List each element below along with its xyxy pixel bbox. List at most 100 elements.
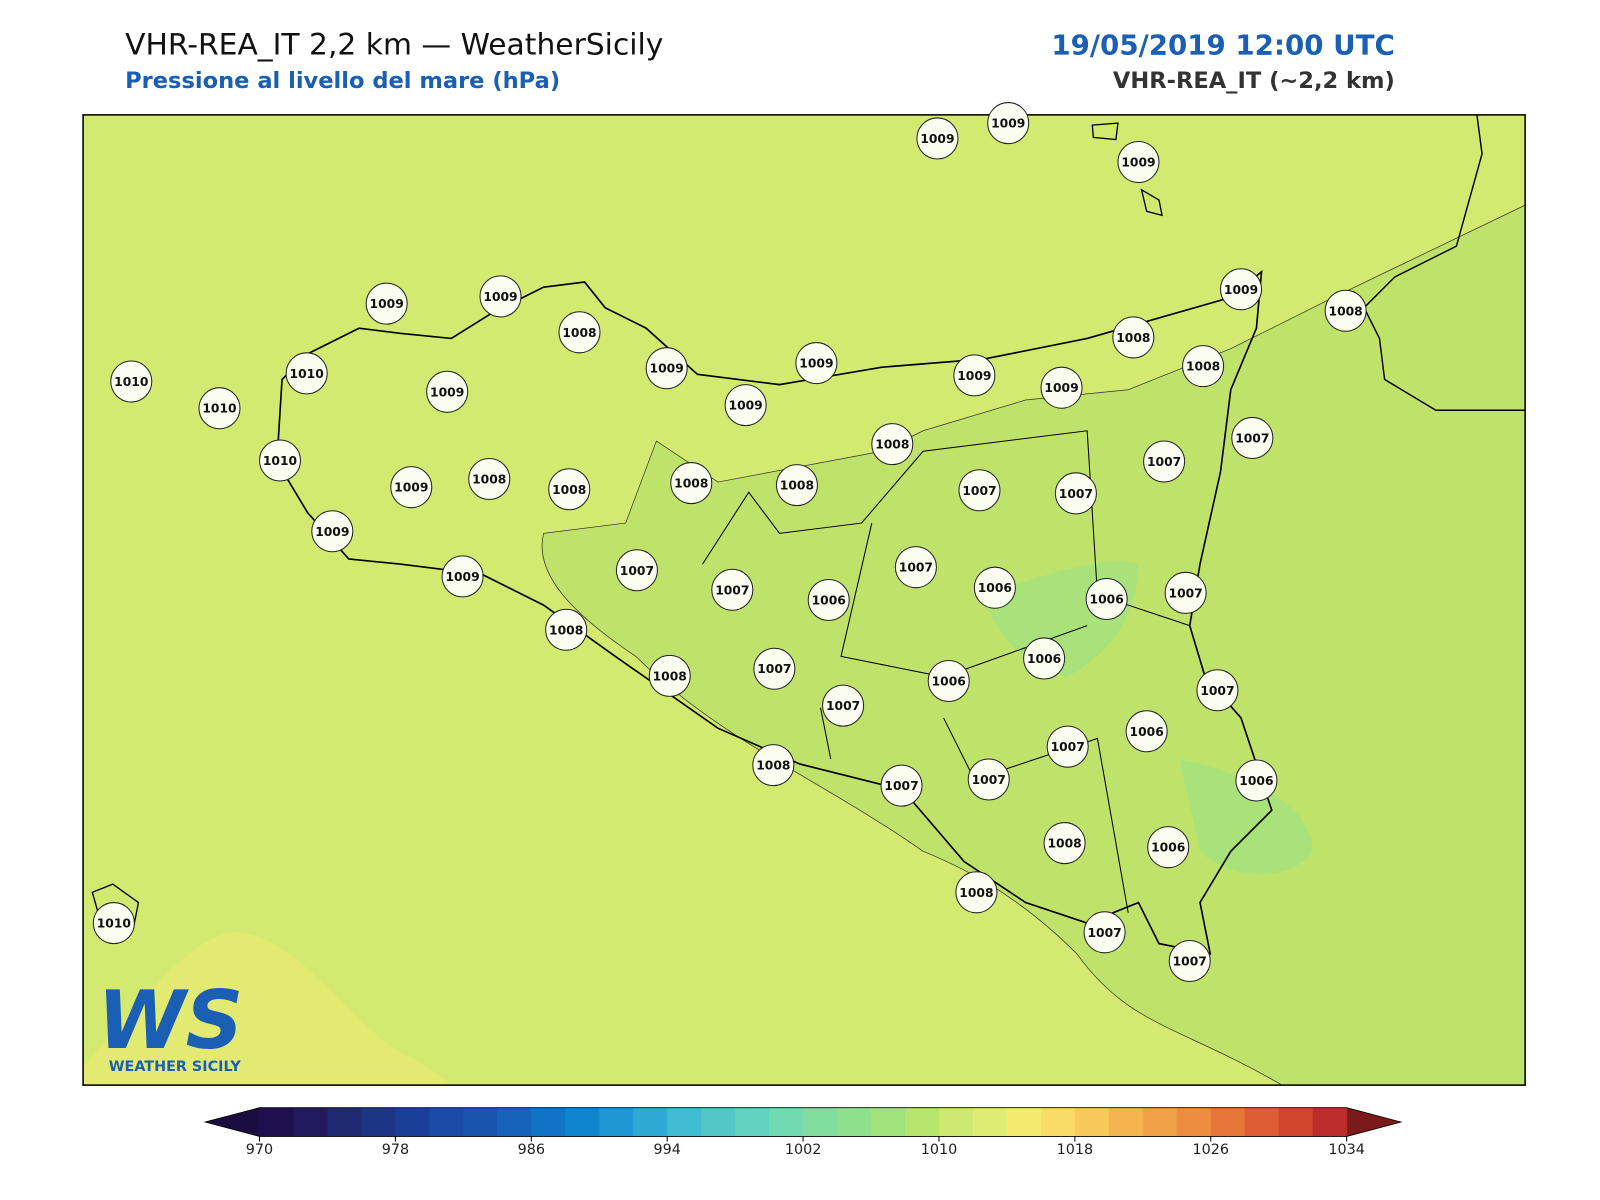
station-value: 1009 (991, 117, 1025, 131)
model: VHR-REA_IT (~2,2 km) (1113, 68, 1395, 94)
station-value: 1008 (552, 483, 586, 497)
station-marker (1046, 725, 1089, 768)
station-marker (198, 387, 241, 430)
station-value: 1009 (394, 481, 428, 495)
station-value: 1008 (472, 473, 506, 487)
station-value: 1009 (1224, 283, 1258, 297)
station-marker (916, 117, 959, 160)
field-1006 (984, 561, 1313, 875)
colorbar-bin (497, 1107, 532, 1137)
station-value: 1009 (370, 297, 404, 311)
station-marker (1125, 710, 1168, 753)
station-value: 1008 (674, 477, 708, 491)
station-marker (752, 744, 795, 787)
sicily-coast (276, 269, 1273, 955)
station-marker (441, 555, 484, 598)
date: 19/05/2019 12:00 UTC (1051, 28, 1394, 61)
station-value: 1009 (483, 290, 517, 304)
station-value: 1008 (756, 759, 790, 773)
colorbar-tick-label: 986 (518, 1142, 545, 1158)
colorbar-tick-label: 1010 (921, 1142, 958, 1158)
colorbar-bin (327, 1107, 362, 1137)
station-value: 1007 (715, 583, 749, 597)
colorbar: 970 978 986 994 1002 1010 1018 1026 1034 (203, 1107, 1403, 1158)
station-marker (1196, 669, 1239, 712)
colorbar-bin (871, 1107, 906, 1137)
station-marker (1112, 316, 1155, 359)
station-marker (1043, 822, 1086, 865)
station-value: 1010 (114, 375, 148, 389)
station-marker (775, 464, 818, 507)
colorbar-bin (803, 1107, 838, 1137)
colorbar-bin (1040, 1107, 1076, 1137)
colorbar-bin (463, 1107, 498, 1137)
station-marker (645, 347, 688, 390)
colorbar-bin (1176, 1107, 1212, 1137)
colorbar-bin (667, 1107, 702, 1137)
colorbar-tick-label: 970 (246, 1142, 273, 1158)
colorbar-bin (1108, 1107, 1144, 1137)
stations: 1009 1009 1009 1009 1009 1008 1009 1009 1009 1010… (92, 102, 1367, 983)
station-value: 1006 (932, 675, 966, 689)
station-value: 1007 (1173, 955, 1207, 969)
station-value: 1009 (957, 369, 991, 383)
station-value: 1007 (1200, 684, 1234, 698)
station-value: 1010 (97, 917, 131, 931)
station-marker (615, 549, 658, 592)
station-value: 1009 (430, 385, 464, 399)
station-marker (110, 360, 153, 403)
colorbar-bin (837, 1107, 872, 1137)
station-marker (1117, 141, 1160, 184)
station-marker (987, 102, 1030, 145)
station-value: 1009 (729, 399, 763, 413)
station-value: 1009 (1121, 156, 1155, 170)
station-marker (1083, 911, 1126, 954)
colorbar-bin (395, 1107, 430, 1137)
station-value: 1009 (315, 525, 349, 539)
station-marker (670, 462, 713, 505)
colorbar-bin (735, 1107, 770, 1137)
colorbar-tick-label: 994 (653, 1142, 680, 1158)
station-marker (894, 546, 937, 589)
colorbar-bin (1312, 1107, 1348, 1137)
colorbar-bin (1142, 1107, 1178, 1137)
station-value: 1008 (562, 326, 596, 340)
province-borders (702, 430, 1190, 913)
station-marker (711, 568, 754, 611)
station-value: 1008 (1329, 304, 1363, 318)
station-value: 1007 (1059, 487, 1093, 501)
station-value: 1006 (812, 594, 846, 608)
station-marker (1085, 577, 1128, 620)
station-value: 1007 (1169, 586, 1203, 600)
colorbar-under (205, 1107, 260, 1137)
station-value: 1008 (959, 886, 993, 900)
station-value: 1007 (826, 699, 860, 713)
station-value: 1007 (620, 564, 654, 578)
station-value: 1006 (1090, 593, 1124, 607)
station-value: 1006 (1027, 652, 1061, 666)
station-value: 1009 (1044, 381, 1078, 395)
station-marker (1143, 440, 1186, 483)
station-marker (955, 871, 998, 914)
station-value: 1010 (202, 402, 236, 416)
logo-initials: WS (97, 974, 243, 1067)
station-value: 1008 (780, 479, 814, 493)
station-marker (1219, 268, 1263, 311)
colorbar-bin (429, 1107, 464, 1137)
station-value: 1007 (1051, 740, 1085, 754)
station-marker (426, 370, 469, 413)
colorbar-bin (293, 1107, 328, 1137)
station-marker (285, 352, 328, 395)
station-value: 1007 (1147, 455, 1181, 469)
colorbar-tick-label: 1002 (785, 1142, 822, 1158)
station-marker (724, 384, 767, 427)
station-value: 1008 (653, 669, 687, 683)
station-marker (927, 660, 970, 703)
station-value: 1009 (799, 357, 833, 371)
colorbar-bin (938, 1107, 974, 1137)
station-marker (390, 466, 433, 509)
map-area (83, 114, 1526, 1086)
station-value: 1007 (899, 561, 933, 575)
colorbar-bin (1278, 1107, 1314, 1137)
station-marker (753, 647, 796, 690)
